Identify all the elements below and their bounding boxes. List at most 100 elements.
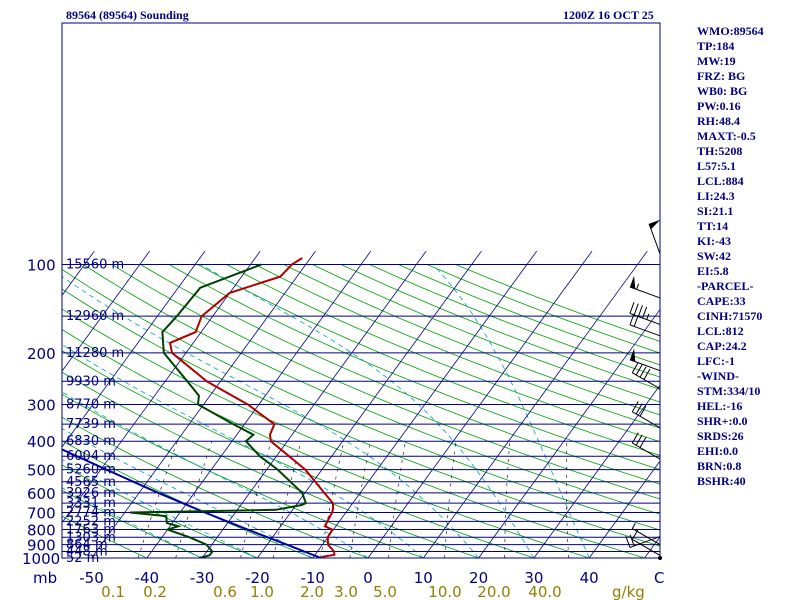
temp-unit-label: C [654, 569, 664, 587]
temp-tick-label: -20 [245, 569, 270, 587]
mixing-ratio-tick-label: 40.0 [528, 583, 561, 600]
wind-barb-full [629, 302, 635, 314]
height-label: 7739 m [66, 417, 116, 432]
index-item: BRN:0.8 [697, 459, 742, 473]
index-item: CAPE:33 [697, 294, 746, 308]
mixing-ratio-tick-label: 3.0 [334, 583, 358, 600]
wind-barb-half [631, 523, 636, 529]
height-label: 864 m [66, 538, 108, 553]
index-item: LCL:812 [697, 324, 744, 338]
wind-barb-full [643, 368, 651, 380]
indices-panel: WMO:89564 TP:184 MW:19 FRZ: BG WB0: BG PW:0.1… [697, 24, 797, 489]
wind-barb-full [625, 536, 631, 548]
temp-tick-label: 40 [580, 569, 599, 587]
mixing-ratio-unit-label: g/kg [612, 583, 645, 600]
wind-barb-staff [632, 442, 661, 460]
wind-barb-pennant [649, 219, 661, 230]
index-item: TT:14 [697, 219, 729, 233]
pressure-tick-label: 900 [27, 537, 56, 555]
pressure-tick-label: 700 [27, 505, 56, 523]
mixing-ratio-tick-label: 20.0 [477, 583, 510, 600]
index-item: KI:-43 [697, 234, 731, 248]
wind-barb [631, 401, 661, 429]
temp-tick-label: -40 [135, 569, 160, 587]
height-label: 3331 m [66, 496, 116, 511]
index-item: TH:5208 [697, 144, 743, 158]
index-item: SW:42 [697, 249, 732, 263]
index-item: CINH:71570 [697, 309, 763, 323]
isotherm [62, 250, 150, 372]
wind-barb [631, 528, 661, 556]
wind-barb-full [639, 366, 647, 378]
height-label: 8770 m [66, 398, 116, 413]
wind-barb [631, 432, 661, 460]
height-label: 12960 m [66, 309, 124, 324]
plot-area [62, 250, 660, 558]
pressure-tick-label: 200 [27, 345, 56, 363]
height-label: 11280 m [66, 346, 124, 361]
index-item: SHR+:0.0 [697, 414, 748, 428]
height-label: 6830 m [66, 434, 116, 449]
mixing-ratio-line [175, 441, 213, 558]
index-item: WMO:89564 [697, 24, 764, 38]
pressure-tick-label: 500 [27, 462, 56, 480]
pressure-tick-label: 800 [27, 522, 56, 540]
wind-barb-full [631, 362, 639, 373]
dewpoint-trace [130, 263, 308, 558]
dry-adiabat [62, 288, 660, 547]
wind-barb-full [631, 432, 639, 444]
height-label: 2252 m [66, 514, 116, 529]
wind-barb-staff [632, 538, 661, 556]
index-item: LCL:884 [697, 174, 744, 188]
height-label: 4565 m [66, 475, 116, 490]
wind-barb-full [635, 434, 643, 446]
mixing-ratio-line [444, 441, 457, 558]
index-item: SI:21.1 [697, 204, 734, 218]
wind-barb-staff [632, 372, 661, 390]
wind-barb-staff [629, 324, 661, 337]
index-item: EHI:0.0 [697, 444, 739, 458]
wind-barb-full [642, 306, 648, 319]
pressure-unit-label: mb [33, 569, 57, 587]
mixing-ratio-line [320, 441, 345, 558]
chart-time: 1200Z 16 OCT 25 [563, 8, 654, 22]
mixing-ratio-tick-label: 10.0 [428, 583, 461, 600]
index-item: TP:184 [697, 39, 735, 53]
wind-barb [648, 219, 661, 255]
wind-barb-pennant [629, 348, 636, 362]
index-item: MW:19 [697, 54, 736, 68]
pressure-tick-label: 400 [27, 433, 56, 451]
pressure-tick-label: 1000 [22, 550, 60, 568]
index-item: HEL:-16 [697, 399, 743, 413]
height-label: 9930 m [66, 374, 116, 389]
dry-adiabat [62, 268, 660, 531]
wind-barb-full [631, 401, 639, 413]
index-item: PW:0.16 [697, 99, 741, 113]
wind-barb [629, 302, 661, 325]
temp-tick-label: -10 [300, 569, 325, 587]
wind-barb-half [636, 283, 640, 290]
index-item: L57:5.1 [697, 159, 736, 173]
mixing-ratio-line [388, 441, 406, 558]
wind-barb-staff [629, 286, 661, 299]
wind-barb-full [639, 436, 647, 448]
index-item: WB0: BG [697, 84, 748, 98]
wind-calm-dot [658, 556, 662, 560]
wind-barb-staff [629, 536, 661, 548]
wind-barb-full [633, 314, 639, 327]
index-item: MAXT:-0.5 [697, 129, 756, 143]
index-item: CAP:24.2 [697, 339, 747, 353]
temp-tick-label: -50 [79, 569, 104, 587]
temp-tick-label: 10 [414, 569, 433, 587]
temp-tick-label: 30 [524, 569, 543, 587]
height-label: 1763 m [66, 523, 116, 538]
dry-adiabat [83, 264, 660, 515]
wind-barb-full [631, 528, 639, 540]
wind-barb [629, 275, 661, 299]
isotherm [588, 460, 660, 558]
wind-barb-full [637, 305, 643, 317]
index-item: SRDS:26 [697, 429, 744, 443]
temp-tick-label: 0 [363, 569, 373, 587]
index-item: RH:48.4 [697, 114, 740, 128]
